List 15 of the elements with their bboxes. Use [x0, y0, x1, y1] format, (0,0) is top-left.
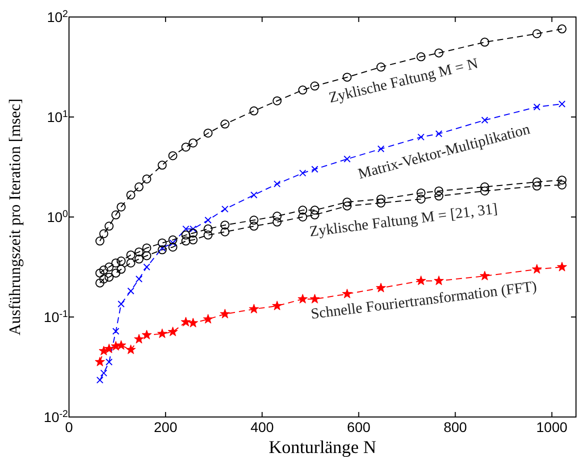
y-tick-label: 10$^{0}$ — [46, 208, 69, 225]
y-axis-title: Ausführungszeit pro Iteration [msec] — [7, 98, 24, 336]
x-tick-label: 1000 — [536, 418, 568, 435]
x-tick-label: 600 — [347, 418, 371, 435]
x-axis-title: Konturlänge N — [268, 437, 376, 457]
x-tick-label: 400 — [250, 418, 274, 435]
text: Zyklische Faltung M = [21, 31] — [308, 201, 499, 240]
text: Schnelle Fouriertransformation (FFT) — [310, 278, 538, 323]
y-tick-label: 10$^{1}$ — [46, 108, 68, 125]
x-tick-label: 0 — [65, 418, 74, 435]
y-tick-label: 10$^{-1}$ — [44, 308, 68, 325]
x-tick-label: 800 — [444, 418, 468, 435]
y-tick-label: 10$^{2}$ — [46, 8, 68, 25]
text: Zyklische Faltung M = N — [328, 56, 480, 107]
x-tick-label: 200 — [154, 418, 178, 435]
